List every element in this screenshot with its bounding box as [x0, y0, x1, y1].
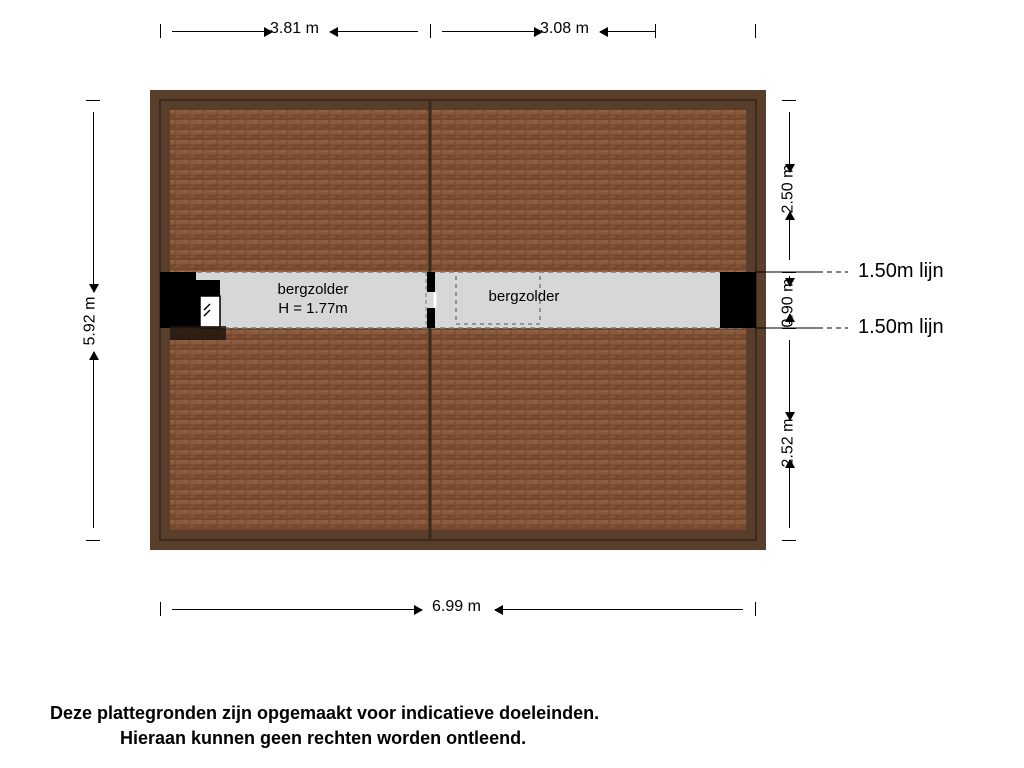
dim-right-top-arrow-b	[789, 212, 790, 260]
room-right-name: bergzolder	[489, 288, 560, 305]
dim-right-bot-label: 2.52 m	[779, 419, 797, 468]
room-label-right: bergzolder	[474, 288, 574, 307]
dim-right-tick-3	[782, 328, 796, 329]
dim-right-mid-label: 0.90 m	[779, 279, 797, 328]
dim-right-tick-2	[782, 272, 796, 273]
disclaimer-line1: Deze plattegronden zijn opgemaakt voor i…	[50, 701, 599, 725]
dim-right-bot-arrow-t	[789, 340, 790, 420]
dim-right-tick-1	[782, 100, 796, 101]
dim-top-tick-right-outer	[755, 24, 756, 38]
disclaimer-line2: Hieraan kunnen geen rechten worden ontle…	[50, 726, 599, 750]
room-left-height: H = 1.77m	[278, 300, 348, 317]
dim-top-left-arrow-r	[330, 31, 418, 32]
dim-right-top-arrow-t	[789, 112, 790, 172]
dim-top-tick-left	[160, 24, 161, 38]
dim-bottom-tick-l	[160, 602, 161, 616]
dim-bottom-label: 6.99 m	[432, 598, 481, 616]
room-left-name: bergzolder	[278, 281, 349, 298]
room-label-left: bergzolder H = 1.77m	[258, 281, 368, 319]
dim-bottom-tick-r	[755, 602, 756, 616]
dim-top-right-arrow-r	[600, 31, 655, 32]
annotation-line-top: 1.50m lijn	[858, 260, 944, 283]
dim-left-tick-t	[86, 100, 100, 101]
floorplan-svg	[0, 0, 1024, 768]
dim-right-tick-4	[782, 540, 796, 541]
dim-top-right-arrow-l	[442, 31, 542, 32]
dim-top-right-label: 3.08 m	[540, 20, 589, 38]
dim-right-bot-arrow-b	[789, 460, 790, 528]
floorplan-canvas: bergzolder H = 1.77m bergzolder 3.81 m 3…	[0, 0, 1024, 768]
dim-left-arrow-t	[93, 112, 94, 292]
annotation-line-bottom: 1.50m lijn	[858, 316, 944, 339]
dim-left-tick-b	[86, 540, 100, 541]
dim-left-arrow-b	[93, 352, 94, 528]
dim-bottom-arrow-r	[495, 609, 743, 610]
dim-top-tick-mid	[430, 24, 431, 38]
dim-top-left-label: 3.81 m	[270, 20, 319, 38]
dim-right-top-label: 2.50 m	[779, 165, 797, 214]
disclaimer: Deze plattegronden zijn opgemaakt voor i…	[50, 701, 599, 750]
dim-top-tick-right	[655, 24, 656, 38]
dim-left-label: 5.92 m	[81, 297, 99, 346]
dim-bottom-arrow-l	[172, 609, 422, 610]
dim-top-left-arrow-l	[172, 31, 272, 32]
